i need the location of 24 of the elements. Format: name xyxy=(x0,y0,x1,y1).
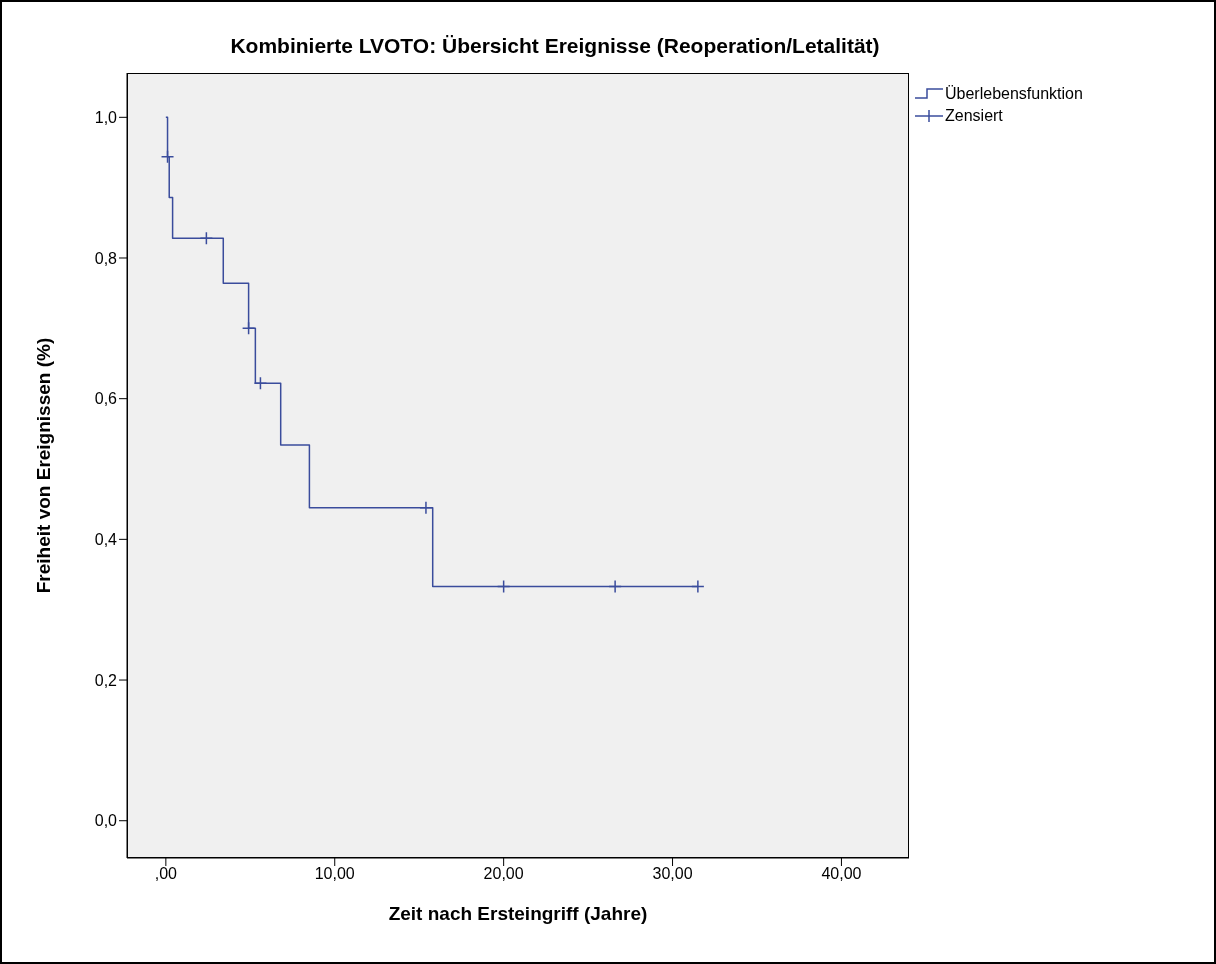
y-tick-label: 0,2 xyxy=(94,671,118,689)
point xyxy=(253,376,268,390)
point xyxy=(241,321,256,336)
legend-label: Überlebensfunktion xyxy=(945,85,1083,103)
y-tick-label: 0,4 xyxy=(94,531,118,549)
y-axis-title: Freiheit von Ereignissen (%) xyxy=(32,337,54,594)
point xyxy=(608,579,622,594)
point xyxy=(691,579,705,594)
point xyxy=(160,149,175,164)
y-tick-label: 0,0 xyxy=(94,812,118,830)
x-tick-label: 30,00 xyxy=(652,865,693,883)
y-tick-label: 1,0 xyxy=(94,108,118,126)
x-axis-title: Zeit nach Ersteingriff (Jahre) xyxy=(388,903,648,924)
x-tick-label: ,00 xyxy=(154,865,178,883)
chart-title: Kombinierte LVOTO: Übersicht Ereignisse (Reoperation/Letalität) xyxy=(229,34,881,58)
x-tick-label: 40,00 xyxy=(821,865,862,883)
y-tick-label: 0,6 xyxy=(94,390,118,408)
point xyxy=(496,579,511,594)
point xyxy=(419,500,433,515)
legend-label: Zensiert xyxy=(945,107,1003,125)
x-tick-label: 20,00 xyxy=(483,865,524,883)
point xyxy=(199,231,214,246)
x-tick-label: 10,00 xyxy=(314,865,355,883)
y-tick-label: 0,8 xyxy=(94,249,118,267)
